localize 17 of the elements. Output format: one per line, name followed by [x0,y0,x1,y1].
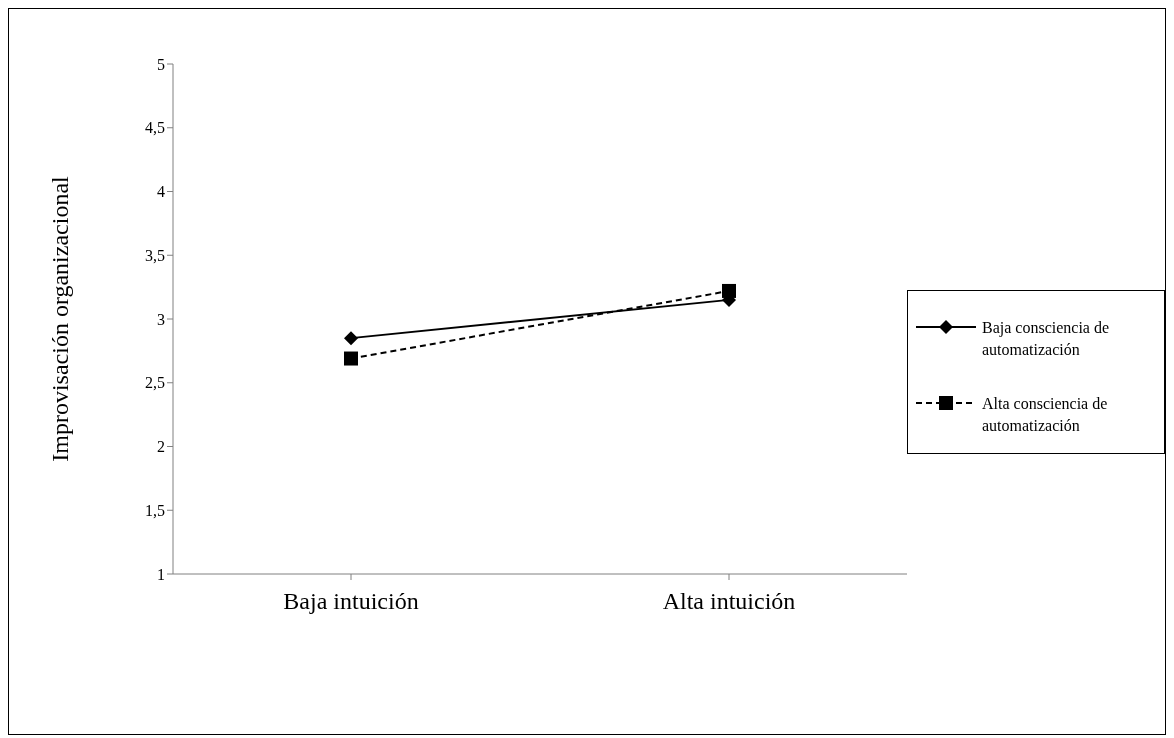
y-axis-title: Improvisación organizacional [46,175,73,462]
y-tick-label: 5 [157,55,165,73]
y-tick-label: 1 [157,565,165,583]
legend-label: Baja consciencia de automatización [982,317,1111,360]
legend-label: Alta consciencia de automatización [982,393,1109,436]
point [722,283,736,298]
x-tick-label: Baja intuición [283,588,419,615]
y-tick-label: 1,5 [145,501,165,519]
point [344,351,358,366]
y-tick-label: 2 [157,438,165,456]
y-tick-label: 3,5 [145,246,165,264]
y-tick-label: 3 [157,310,165,328]
y-tick-label: 4,5 [145,119,165,137]
y-tick-label: 2,5 [145,374,165,392]
y-tick-label: 4 [157,183,165,201]
point [344,331,358,346]
x-tick-label: Alta intuición [662,588,796,615]
